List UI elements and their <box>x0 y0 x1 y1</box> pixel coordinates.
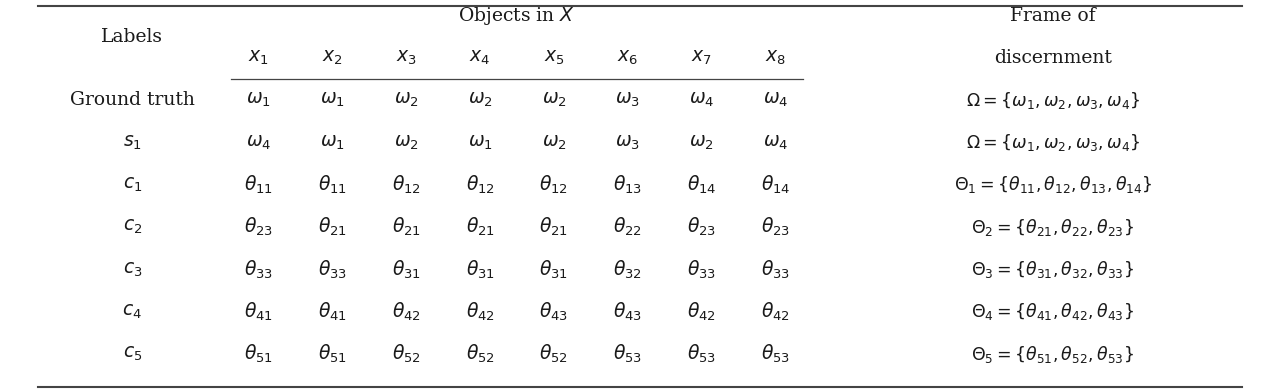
Text: $\Theta_5 = \{\theta_{51}, \theta_{52}, \theta_{53}\}$: $\Theta_5 = \{\theta_{51}, \theta_{52}, … <box>971 344 1135 365</box>
Text: $\theta_{23}$: $\theta_{23}$ <box>687 216 716 239</box>
Text: $\theta_{12}$: $\theta_{12}$ <box>392 174 421 196</box>
Text: $\omega_4$: $\omega_4$ <box>246 133 271 152</box>
Text: $\Theta_2 = \{\theta_{21}, \theta_{22}, \theta_{23}\}$: $\Theta_2 = \{\theta_{21}, \theta_{22}, … <box>971 217 1135 238</box>
Text: discernment: discernment <box>994 49 1112 67</box>
Text: $\omega_4$: $\omega_4$ <box>763 133 788 152</box>
Text: $\theta_{32}$: $\theta_{32}$ <box>613 258 642 281</box>
Text: $\omega_3$: $\omega_3$ <box>615 91 641 109</box>
Text: $x_7$: $x_7$ <box>691 49 712 67</box>
Text: $c_2$: $c_2$ <box>122 218 142 237</box>
Text: $\omega_2$: $\omega_2$ <box>393 133 419 152</box>
Text: $\theta_{42}$: $\theta_{42}$ <box>762 301 789 323</box>
Text: $\Theta_1 = \{\theta_{11}, \theta_{12}, \theta_{13}, \theta_{14}\}$: $\Theta_1 = \{\theta_{11}, \theta_{12}, … <box>953 174 1153 196</box>
Text: $\theta_{21}$: $\theta_{21}$ <box>465 216 494 239</box>
Text: $\omega_2$: $\omega_2$ <box>690 133 714 152</box>
Text: $x_6$: $x_6$ <box>617 49 638 67</box>
Text: Ground truth: Ground truth <box>69 91 195 109</box>
Text: $\theta_{33}$: $\theta_{33}$ <box>318 258 347 281</box>
Text: $\theta_{23}$: $\theta_{23}$ <box>760 216 791 239</box>
Text: $\theta_{31}$: $\theta_{31}$ <box>540 258 569 281</box>
Text: $\theta_{12}$: $\theta_{12}$ <box>540 174 569 196</box>
Text: $\theta_{11}$: $\theta_{11}$ <box>245 174 272 196</box>
Text: $x_2$: $x_2$ <box>322 49 343 67</box>
Text: $x_8$: $x_8$ <box>765 49 786 67</box>
Text: $\theta_{31}$: $\theta_{31}$ <box>465 258 494 281</box>
Text: $\theta_{22}$: $\theta_{22}$ <box>613 216 642 239</box>
Text: $\theta_{33}$: $\theta_{33}$ <box>243 258 274 281</box>
Text: $\omega_1$: $\omega_1$ <box>320 133 344 152</box>
Text: $\theta_{11}$: $\theta_{11}$ <box>318 174 347 196</box>
Text: $x_3$: $x_3$ <box>396 49 416 67</box>
Text: $\theta_{13}$: $\theta_{13}$ <box>613 174 642 196</box>
Text: $\Theta_3 = \{\theta_{31}, \theta_{32}, \theta_{33}\}$: $\Theta_3 = \{\theta_{31}, \theta_{32}, … <box>971 259 1135 280</box>
Text: $\theta_{42}$: $\theta_{42}$ <box>465 301 494 323</box>
Text: $\Omega = \{\omega_1, \omega_2, \omega_3, \omega_4\}$: $\Omega = \{\omega_1, \omega_2, \omega_3… <box>966 90 1140 111</box>
Text: $\omega_1$: $\omega_1$ <box>320 91 344 109</box>
Text: $\theta_{21}$: $\theta_{21}$ <box>540 216 569 239</box>
Text: $c_5$: $c_5$ <box>122 345 142 363</box>
Text: $\omega_2$: $\omega_2$ <box>393 91 419 109</box>
Text: $\omega_2$: $\omega_2$ <box>468 91 493 109</box>
Text: $c_4$: $c_4$ <box>122 303 142 321</box>
Text: $\theta_{33}$: $\theta_{33}$ <box>760 258 791 281</box>
Text: $\theta_{41}$: $\theta_{41}$ <box>318 301 347 323</box>
Text: Objects in $X$: Objects in $X$ <box>459 5 575 27</box>
Text: $\theta_{52}$: $\theta_{52}$ <box>392 343 421 365</box>
Text: Labels: Labels <box>101 28 164 46</box>
Text: $s_1$: $s_1$ <box>124 133 141 152</box>
Text: $\theta_{53}$: $\theta_{53}$ <box>613 343 642 365</box>
Text: $\theta_{41}$: $\theta_{41}$ <box>245 301 272 323</box>
Text: $\theta_{52}$: $\theta_{52}$ <box>540 343 569 365</box>
Text: $\theta_{33}$: $\theta_{33}$ <box>687 258 716 281</box>
Text: $\theta_{21}$: $\theta_{21}$ <box>318 216 347 239</box>
Text: $\theta_{52}$: $\theta_{52}$ <box>465 343 494 365</box>
Text: Frame of: Frame of <box>1010 7 1096 25</box>
Text: $\Omega = \{\omega_1, \omega_2, \omega_3, \omega_4\}$: $\Omega = \{\omega_1, \omega_2, \omega_3… <box>966 132 1140 153</box>
Text: $\theta_{42}$: $\theta_{42}$ <box>687 301 716 323</box>
Text: $\omega_4$: $\omega_4$ <box>763 91 788 109</box>
Text: $\theta_{53}$: $\theta_{53}$ <box>760 343 791 365</box>
Text: $c_1$: $c_1$ <box>122 176 142 194</box>
Text: $\theta_{53}$: $\theta_{53}$ <box>687 343 716 365</box>
Text: $\theta_{51}$: $\theta_{51}$ <box>245 343 272 365</box>
Text: $\theta_{12}$: $\theta_{12}$ <box>465 174 494 196</box>
Text: $x_1$: $x_1$ <box>248 49 269 67</box>
Text: $\Theta_4 = \{\theta_{41}, \theta_{42}, \theta_{43}\}$: $\Theta_4 = \{\theta_{41}, \theta_{42}, … <box>971 301 1135 323</box>
Text: $x_4$: $x_4$ <box>469 49 491 67</box>
Text: $x_5$: $x_5$ <box>543 49 564 67</box>
Text: $\omega_3$: $\omega_3$ <box>615 133 641 152</box>
Text: $\theta_{43}$: $\theta_{43}$ <box>613 301 642 323</box>
Text: $c_3$: $c_3$ <box>122 260 142 279</box>
Text: $\theta_{14}$: $\theta_{14}$ <box>760 174 791 196</box>
Text: $\theta_{42}$: $\theta_{42}$ <box>392 301 421 323</box>
Text: $\omega_1$: $\omega_1$ <box>468 133 493 152</box>
Text: $\theta_{23}$: $\theta_{23}$ <box>243 216 274 239</box>
Text: $\theta_{31}$: $\theta_{31}$ <box>392 258 421 281</box>
Text: $\omega_2$: $\omega_2$ <box>541 91 566 109</box>
Text: $\omega_2$: $\omega_2$ <box>541 133 566 152</box>
Text: $\theta_{14}$: $\theta_{14}$ <box>687 174 716 196</box>
Text: $\omega_1$: $\omega_1$ <box>246 91 271 109</box>
Text: $\omega_4$: $\omega_4$ <box>689 91 714 109</box>
Text: $\theta_{51}$: $\theta_{51}$ <box>318 343 347 365</box>
Text: $\theta_{21}$: $\theta_{21}$ <box>392 216 421 239</box>
Text: $\theta_{43}$: $\theta_{43}$ <box>540 301 569 323</box>
